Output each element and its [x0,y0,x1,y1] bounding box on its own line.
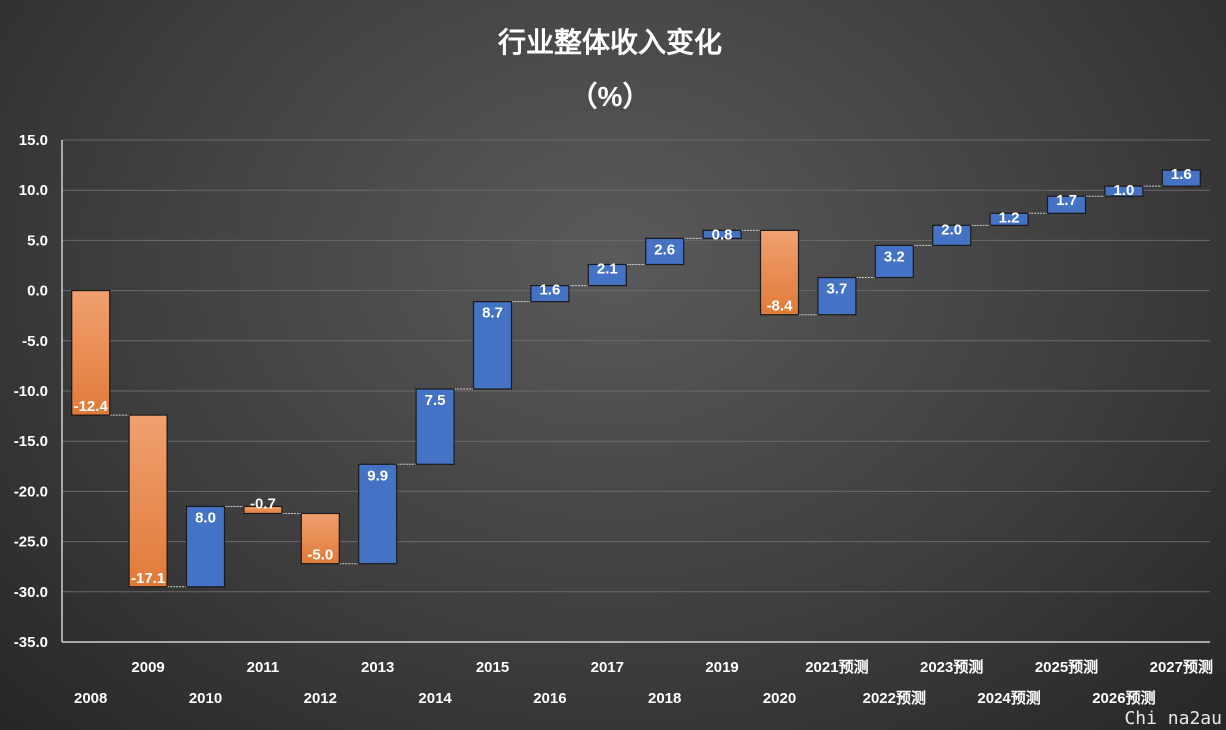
x-tick-label: 2026预测 [1092,689,1155,707]
data-label: 2.1 [597,260,618,277]
bar-2021预测 [817,276,857,316]
data-label: 2.0 [941,221,962,238]
data-label: 2.6 [654,241,675,258]
bar-2011 [243,505,283,515]
x-tick-label: 2018 [648,690,681,707]
bar-2010 [185,505,226,588]
x-tick-label: 2016 [533,690,566,707]
gridlines [62,139,1210,593]
bar-2014 [415,388,455,465]
x-tick-label: 2019 [705,659,738,676]
y-axis-ticks: 15.0 10.0 5.0 0.0 -5.0 -10.0 -15.0 -20.0 -25.0 -3… [14,132,48,651]
bars [71,169,1201,588]
data-label: 1.6 [1171,166,1192,183]
x-tick-label: 2024预测 [977,689,1040,707]
chart-title: 行业整体收入变化 [497,26,722,58]
data-label: -12.4 [74,398,109,415]
bar-2024预测 [989,212,1029,226]
data-label: -17.1 [131,570,165,587]
data-label: 3.2 [884,248,905,265]
bar-2013 [358,463,398,565]
data-label: -5.0 [307,547,333,564]
x-tick-label: 2017 [591,659,624,676]
data-label: 1.0 [1113,182,1134,199]
bar-2008 [71,290,111,416]
x-tick-label: 2008 [74,690,107,707]
bar-2027预测 [1161,169,1201,187]
connectors [109,185,1163,588]
bar-2009 [128,414,168,588]
data-label: -0.7 [250,495,276,512]
x-tick-label: 2014 [418,690,452,707]
bar-2026预测 [1104,185,1144,197]
data-label: 8.0 [195,509,216,526]
data-label: 1.2 [999,209,1020,226]
x-tick-label: 2010 [189,690,222,707]
x-tick-label: 2023预测 [920,658,983,676]
data-label: 9.9 [367,467,388,484]
x-axis-ticks: 2008 2009 2010 2011 2012 2013 2014 2015 2016 2017… [74,658,1213,707]
data-label: 7.5 [425,392,446,409]
bar-2023预测 [932,224,972,247]
bar-2020 [759,229,800,316]
y-tick-label: -30.0 [14,584,48,601]
bar-2018 [645,237,685,266]
x-tick-label: 2020 [763,690,796,707]
y-tick-label: -20.0 [14,483,48,500]
data-label: -8.4 [767,298,794,315]
bar-2025预测 [1046,195,1087,214]
data-label: 3.7 [826,281,847,298]
x-tick-label: 2025预测 [1035,658,1098,676]
x-tick-label: 2012 [304,690,337,707]
y-tick-label: -5.0 [22,333,48,350]
y-tick-label: 0.0 [27,283,48,300]
y-tick-label: 10.0 [19,182,48,199]
x-tick-label: 2027预测 [1150,658,1213,676]
y-tick-label: 5.0 [27,232,48,249]
data-label: 8.7 [482,305,503,322]
x-tick-label: 2013 [361,659,394,676]
y-tick-label: -25.0 [14,534,48,551]
watermark: Chi na2au [1124,708,1222,729]
y-tick-label: 15.0 [19,132,48,149]
data-label: 1.6 [539,282,560,299]
bar-2022预测 [874,244,914,279]
x-tick-label: 2022预测 [863,689,926,707]
x-tick-label: 2011 [247,659,280,676]
bar-2016 [530,284,570,303]
y-tick-label: -35.0 [14,634,48,651]
bar-2019 [702,229,742,239]
bar-2012 [300,512,340,565]
chart-subtitle: （%） [570,80,651,112]
y-tick-label: -15.0 [14,433,48,450]
x-tick-label: 2009 [131,659,164,676]
y-tick-label: -10.0 [14,383,48,400]
x-tick-label: 2021预测 [805,658,868,676]
data-label: 1.7 [1056,192,1077,209]
data-label: 0.8 [712,226,733,243]
data-labels: -12.4 -17.1 8.0 -0.7 -5.0 9.9 7.5 8.7 1.6 2.1 2.6 0… [74,166,1192,587]
x-tick-label: 2015 [476,659,509,676]
bar-2017 [587,263,627,287]
bar-2015 [472,301,513,390]
